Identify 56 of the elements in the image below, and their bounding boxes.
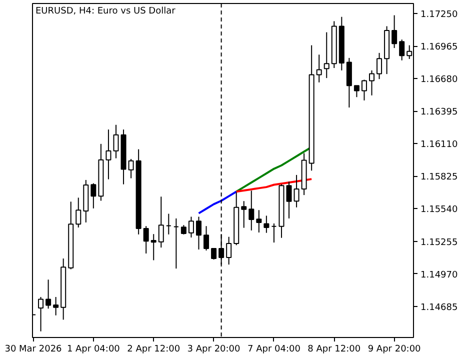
candlestick (256, 210, 262, 233)
candlestick (324, 32, 330, 79)
y-tick-label: 1.16110 (420, 140, 458, 150)
y-tick-label: 1.16680 (420, 75, 458, 86)
chart-title: EURUSD, H4: Euro vs US Dollar (36, 6, 176, 16)
y-tick-label: 1.17250 (420, 10, 458, 20)
y-tick-label: 1.15255 (420, 238, 458, 248)
candlestick (241, 200, 247, 228)
x-tick-label: 1 Apr 04:00 (66, 344, 120, 354)
candlestick (248, 190, 254, 231)
candlestick (392, 14, 398, 49)
candlestick (264, 215, 270, 234)
candlestick (113, 124, 119, 159)
candlestick (354, 85, 360, 98)
x-tick-label: 9 Apr 20:00 (368, 344, 422, 354)
line-series (235, 178, 313, 193)
y-tick-label: 1.14970 (420, 270, 458, 280)
y-tick-label: 1.15825 (420, 172, 458, 183)
x-tick-label: 2 Apr 12:00 (127, 344, 180, 354)
candlestick (53, 296, 59, 316)
candlestick (226, 236, 232, 266)
candlestick (376, 52, 382, 80)
candlestick (90, 182, 96, 209)
candlestick (211, 248, 217, 260)
candlestick (76, 197, 82, 228)
candlestick (38, 296, 44, 332)
candlestick (399, 39, 405, 61)
candlestick (166, 213, 172, 235)
candlestick (346, 57, 352, 108)
candlestick (271, 222, 277, 244)
candlestick (180, 224, 186, 235)
x-tick-label: 7 Apr 04:00 (247, 344, 301, 354)
candlestick (46, 279, 52, 310)
candlestick (361, 79, 367, 101)
candlestick (158, 196, 164, 248)
line-series (198, 190, 238, 214)
y-tick-label: 1.15540 (420, 205, 458, 216)
y-tick-label: 1.14685 (420, 302, 458, 313)
x-tick-label: 3 Apr 20:00 (187, 344, 241, 354)
candlestick (204, 226, 210, 252)
candlestick (368, 70, 375, 96)
candlestick (196, 216, 202, 250)
candlestick (106, 129, 112, 180)
candlestick (173, 218, 179, 270)
x-tick-label: 30 Mar 2026 (4, 344, 62, 354)
candlestick (188, 216, 194, 238)
candlestick (286, 181, 292, 219)
candlestick (316, 54, 322, 83)
candlestick (406, 44, 412, 60)
candlestick (128, 158, 134, 179)
candlestick (150, 234, 156, 261)
y-tick-label: 1.16965 (420, 42, 458, 53)
y-tick-label: 1.16395 (420, 108, 458, 118)
candlestick (294, 174, 300, 208)
x-tick-label: 8 Apr 12:00 (308, 344, 361, 354)
candlestick (143, 226, 149, 254)
